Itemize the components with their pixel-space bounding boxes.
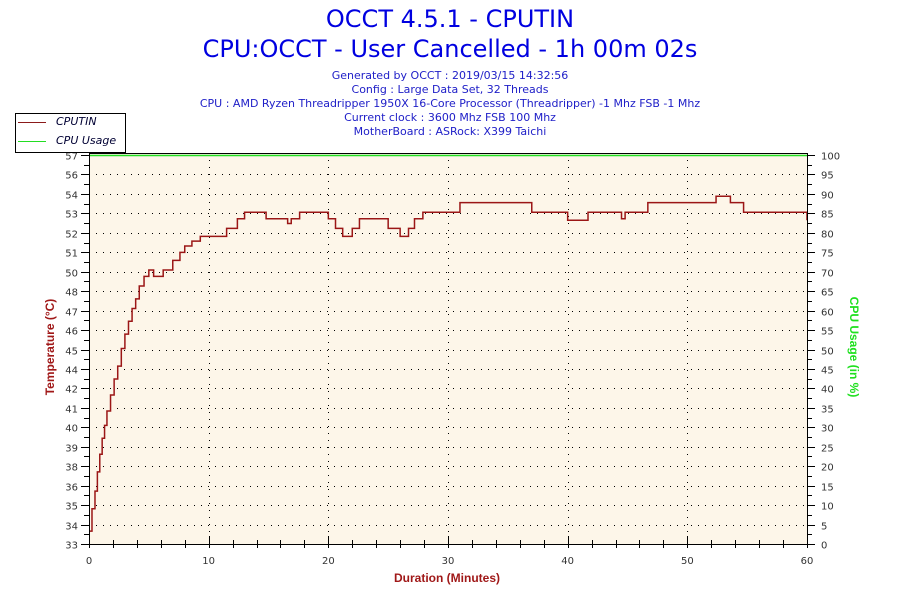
x-tick-label: 10 — [202, 556, 215, 567]
y-tick-label-right: 10 — [821, 502, 834, 513]
y-tick-label-left: 34 — [65, 522, 78, 533]
y-tick-label-right: 65 — [821, 288, 834, 299]
info-cpu: CPU : AMD Ryzen Threadripper 1950X 16-Co… — [199, 97, 701, 110]
y-tick-label-left: 51 — [65, 249, 78, 260]
y-tick-label-right: 5 — [821, 522, 827, 533]
y-tick-label-right: 95 — [821, 171, 834, 182]
y-tick-label-left: 45 — [65, 347, 78, 358]
y-tick-label-left: 35 — [65, 502, 78, 513]
y-tick-label-right: 50 — [821, 347, 834, 358]
cputin-temperature-line — [89, 195, 808, 532]
y-tick-label-left: 52 — [65, 230, 78, 241]
x-tick-label: 50 — [681, 556, 694, 567]
x-tick-label: 40 — [561, 556, 574, 567]
y-tick-label-left: 41 — [65, 405, 78, 416]
y-tick-label-left: 47 — [65, 308, 78, 319]
y-tick-label-left: 53 — [65, 210, 78, 221]
x-tick-label: 20 — [322, 556, 335, 567]
legend-item-cpu-usage: CPU Usage — [16, 133, 125, 151]
y-tick-label-right: 80 — [821, 230, 834, 241]
y-tick-label-left: 44 — [65, 366, 78, 377]
y-tick-label-left: 36 — [65, 483, 78, 494]
y-tick-label-right: 15 — [821, 483, 834, 494]
y-tick-label-right: 85 — [821, 210, 834, 221]
y-tick-label-right: 20 — [821, 463, 834, 474]
chart-title: OCCT 4.5.1 - CPUTIN — [325, 5, 575, 33]
y-tick-label-left: 56 — [65, 171, 78, 182]
y-tick-label-left: 38 — [65, 463, 78, 474]
y-tick-label-right: 0 — [821, 541, 827, 552]
y-tick-label-right: 40 — [821, 385, 834, 396]
y-tick-label-right: 35 — [821, 405, 834, 416]
y-tick-label-right: 90 — [821, 191, 834, 202]
info-motherboard: MotherBoard : ASRock: X399 Taichi — [353, 125, 547, 138]
y-axis-title-right: CPU Usage (in %) — [847, 296, 861, 398]
info-generated: Generated by OCCT : 2019/03/15 14:32:56 — [331, 69, 569, 82]
x-tick-label: 30 — [442, 556, 455, 567]
x-tick-label: 60 — [801, 556, 814, 567]
info-config: Config : Large Data Set, 32 Threads — [351, 83, 549, 96]
y-tick-label-right: 70 — [821, 269, 834, 280]
y-tick-label-left: 57 — [65, 152, 78, 163]
y-tick-label-right: 25 — [821, 444, 834, 455]
y-tick-label-right: 55 — [821, 327, 834, 338]
x-axis-title: Duration (Minutes) — [394, 571, 500, 585]
y-tick-label-left: 54 — [65, 191, 78, 202]
legend-item-cputin: CPUTIN — [16, 114, 125, 132]
legend: CPUTIN CPU Usage — [15, 113, 126, 153]
x-tick-label: 0 — [86, 556, 92, 567]
y-tick-label-left: 33 — [65, 541, 78, 552]
info-clock: Current clock : 3600 Mhz FSB 100 Mhz — [344, 111, 556, 124]
y-tick-label-right: 60 — [821, 308, 834, 319]
legend-swatch-cputin — [18, 122, 46, 123]
y-tick-label-left: 40 — [65, 424, 78, 435]
y-axis-title-left: Temperature (°C) — [43, 298, 57, 396]
y-tick-label-left: 48 — [65, 288, 78, 299]
plot-area — [89, 153, 807, 544]
y-tick-label-left: 42 — [65, 385, 78, 396]
y-tick-label-right: 75 — [821, 249, 834, 260]
legend-label-cputin: CPUTIN — [56, 115, 97, 128]
y-tick-label-left: 39 — [65, 444, 78, 455]
y-tick-label-left: 50 — [65, 269, 78, 280]
y-tick-label-right: 100 — [821, 152, 840, 163]
y-tick-label-right: 45 — [821, 366, 834, 377]
y-tick-label-right: 30 — [821, 424, 834, 435]
y-tick-label-left: 46 — [65, 327, 78, 338]
legend-label-cpu-usage: CPU Usage — [56, 134, 117, 147]
chart-subtitle: CPU:OCCT - User Cancelled - 1h 00m 02s — [202, 35, 698, 63]
legend-swatch-cpu-usage — [18, 141, 46, 142]
